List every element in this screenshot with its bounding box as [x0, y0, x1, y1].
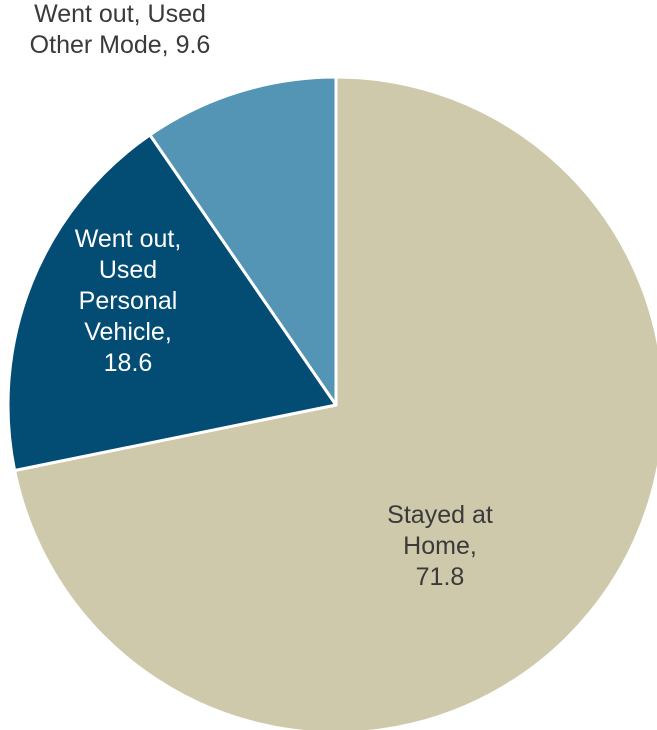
slice-label-line: Home, — [403, 532, 477, 560]
pie-labels: Stayed at Home, 71.8 Went out, Used Personal V… — [30, 0, 493, 591]
slice-label-1: Stayed at Home, 71.8 — [387, 501, 493, 591]
pie-slice-1 — [13, 75, 657, 730]
slice-label-line: Used — [99, 256, 157, 284]
slice-label-line: Other Mode, 9.6 — [30, 31, 211, 59]
pie-slice-2 — [6, 133, 338, 472]
slice-label-line: 18.6 — [104, 349, 153, 377]
slice-label-line: Went out, — [75, 225, 182, 253]
slice-label-line: Personal — [79, 287, 178, 315]
slice-label-line: Went out, Used — [34, 0, 206, 28]
slice-label-line: Vehicle, — [84, 318, 172, 346]
pie-slice-3 — [148, 75, 338, 407]
slice-label-line: Stayed at — [387, 501, 493, 529]
slice-label-2: Went out, Used Personal Vehicle, 18.6 — [75, 225, 182, 377]
slice-label-line: 71.8 — [416, 563, 465, 591]
slice-label-3: Went out, Used Other Mode, 9.6 — [30, 0, 211, 59]
pie-slices — [6, 75, 657, 730]
